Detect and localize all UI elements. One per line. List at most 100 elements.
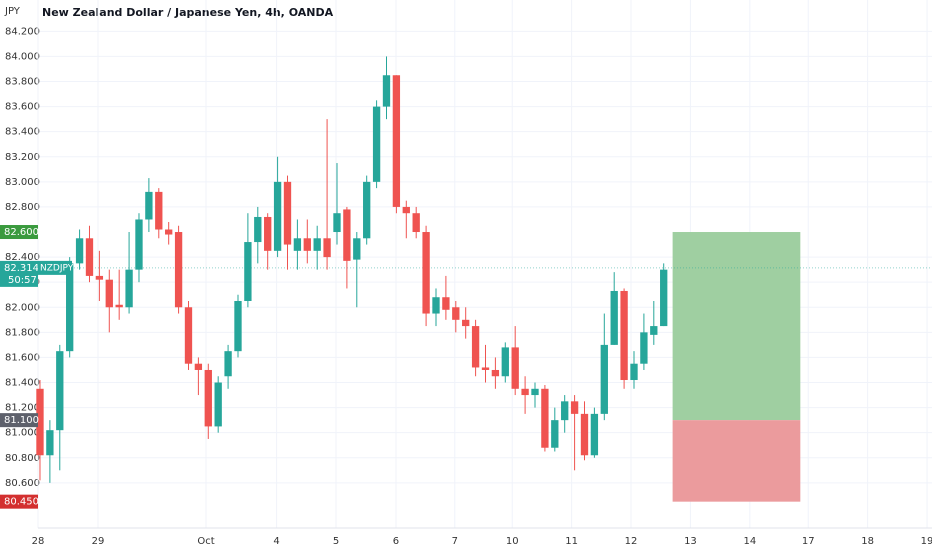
- candle-body: [620, 290, 628, 381]
- candle-body: [323, 238, 331, 258]
- stop-price-label: 80.450: [4, 497, 39, 508]
- target-price-label: 82.600: [4, 227, 39, 238]
- candle-body: [264, 216, 272, 251]
- y-tick-label: 81.000: [5, 428, 40, 439]
- candle-body: [551, 420, 559, 448]
- candle-body: [273, 181, 282, 251]
- x-tick-label: 4: [273, 536, 279, 547]
- x-tick-label: 17: [802, 536, 815, 547]
- last-price-label: 82.314: [4, 263, 39, 274]
- target-price-label-box: [0, 225, 38, 240]
- y-tick-label: 83.600: [5, 102, 40, 113]
- candle-body: [155, 191, 163, 230]
- candle-body: [610, 290, 618, 345]
- y-tick-label: 84.200: [5, 26, 40, 37]
- x-tick-label: 18: [861, 536, 874, 547]
- x-tick-label: 7: [452, 536, 458, 547]
- candle-body: [412, 213, 420, 233]
- candle-body: [600, 344, 608, 414]
- candle-body: [125, 269, 133, 308]
- candle-body: [224, 351, 232, 377]
- entry-price-label-box: [0, 413, 38, 428]
- candle-body: [452, 307, 460, 320]
- candle-body: [422, 232, 430, 314]
- candle-body: [561, 401, 569, 421]
- candle-body: [372, 106, 381, 182]
- x-tick-label: 10: [506, 536, 519, 547]
- candle-body: [402, 206, 410, 214]
- last-price-box: [0, 260, 38, 287]
- candle-body: [105, 279, 113, 308]
- x-tick-label: 14: [743, 536, 756, 547]
- y-tick-label: 81.200: [5, 403, 40, 414]
- stop-price-label-box: [0, 494, 38, 509]
- x-tick-label: 6: [393, 536, 399, 547]
- y-tick-label: 82.400: [5, 252, 40, 263]
- candle-body: [135, 219, 143, 270]
- candle-body: [531, 388, 539, 396]
- candle-body: [95, 275, 104, 280]
- y-tick-label: 83.800: [5, 77, 40, 88]
- candle-body: [46, 430, 54, 456]
- candle-body: [442, 297, 450, 310]
- y-tick-label: 80.800: [5, 453, 40, 464]
- candle-body: [254, 216, 262, 243]
- candle-body: [630, 363, 638, 381]
- y-tick-label: 84.000: [5, 51, 40, 62]
- y-tick-label: 82.000: [5, 302, 40, 313]
- y-tick-label: 83.400: [5, 127, 40, 138]
- candle-body: [194, 363, 203, 370]
- symbol-label: NZDJPY: [40, 263, 74, 273]
- countdown: 50:57: [8, 275, 37, 286]
- candle-body: [521, 388, 529, 396]
- x-tick-label: 12: [625, 536, 638, 547]
- candle-body: [293, 238, 302, 251]
- candle-body: [580, 413, 589, 456]
- candle-body: [85, 238, 94, 276]
- candle-body: [363, 181, 371, 239]
- chart-title: New Zealand Dollar / Japanese Yen, 4h, O…: [42, 6, 334, 19]
- candle-body: [570, 401, 579, 414]
- candle-body: [75, 238, 84, 264]
- candle-body: [234, 300, 242, 352]
- y-tick-label: 82.800: [5, 202, 40, 213]
- x-tick-label: 13: [684, 536, 697, 547]
- candle-body: [471, 326, 480, 368]
- y-tick-label: 81.600: [5, 352, 40, 363]
- candle-body: [650, 326, 658, 335]
- x-tick-label: 11: [565, 536, 578, 547]
- candle-body: [501, 347, 509, 377]
- y-tick-label: 83.200: [5, 152, 40, 163]
- candle-body: [343, 209, 351, 261]
- candle-body: [115, 304, 123, 308]
- candle-body: [432, 297, 440, 314]
- candle-body: [590, 413, 599, 456]
- candle-body: [184, 307, 193, 364]
- x-tick-label: 5: [333, 536, 339, 547]
- candle-body: [333, 213, 341, 233]
- candle-body: [640, 332, 648, 364]
- candle-body: [462, 319, 470, 327]
- candle-body: [56, 351, 64, 431]
- stop-zone: [672, 420, 801, 502]
- candle-body: [392, 75, 401, 207]
- candle-body: [660, 269, 668, 327]
- candle-body: [313, 238, 321, 251]
- y-tick-label: 81.800: [5, 327, 40, 338]
- candle-body: [541, 388, 549, 448]
- x-tick-label: 28: [32, 536, 45, 547]
- candle-body: [145, 191, 153, 220]
- candle-body: [382, 75, 391, 107]
- x-tick-label: Oct: [197, 536, 214, 547]
- y-tick-label: 83.000: [5, 177, 40, 188]
- candle-body: [511, 347, 519, 389]
- candle-body: [36, 388, 44, 456]
- candle-body: [214, 382, 222, 427]
- entry-price-label: 81.100: [4, 415, 39, 426]
- candle-body: [491, 369, 500, 377]
- candle-body: [204, 369, 212, 427]
- candle-body: [283, 181, 292, 245]
- target-zone: [672, 232, 801, 421]
- y-axis-label: JPY: [4, 6, 21, 17]
